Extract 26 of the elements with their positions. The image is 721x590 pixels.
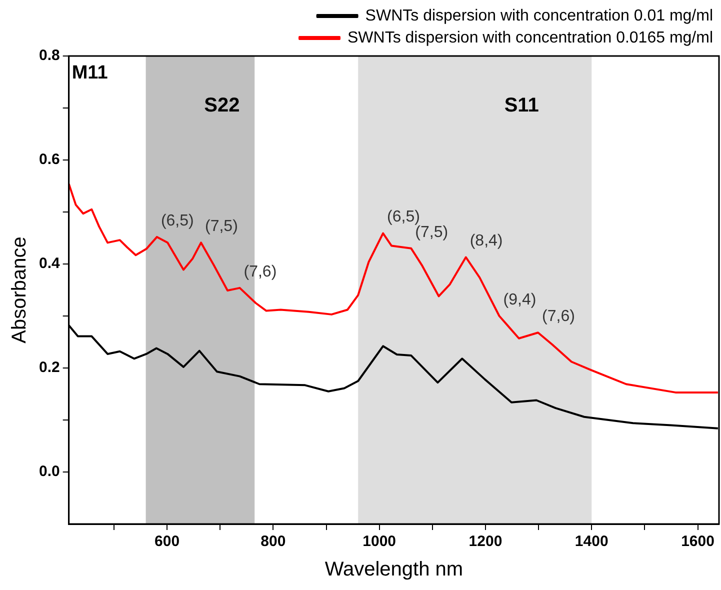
x-tick-label: 1600 <box>681 533 714 550</box>
annotation: (9,4) <box>503 291 536 308</box>
annotation: (7,5) <box>415 224 448 241</box>
y-tick-label: 0.4 <box>38 255 60 272</box>
annotation: (7,6) <box>244 263 277 280</box>
y-tick-label: 0.0 <box>38 463 60 480</box>
x-tick-label: 1200 <box>468 533 502 550</box>
x-tick-label: 800 <box>260 533 286 550</box>
annotation: (6,5) <box>387 208 420 226</box>
annotation: (8,4) <box>470 232 503 250</box>
band-label: S22 <box>204 94 240 117</box>
x-tick-label: 600 <box>154 533 180 550</box>
annotation: (6,5) <box>160 212 194 230</box>
annotation: (7,5) <box>205 218 238 236</box>
x-tick-label: 1400 <box>574 533 608 550</box>
y-tick-label: 0.6 <box>38 151 60 168</box>
x-axis-title: Wavelength nm <box>324 558 464 581</box>
legend-label: SWNTs dispersion with concentration 0.0165 mg/ml <box>348 29 714 46</box>
legend-label: SWNTs dispersion with concentration 0.01 mg/ml <box>365 7 714 24</box>
y-tick-label: 0.8 <box>38 47 60 64</box>
y-tick-label: 0.2 <box>38 359 60 376</box>
annotation: M11 <box>72 62 108 84</box>
x-tick-label: 1000 <box>362 533 396 550</box>
annotation: (7,6) <box>542 308 575 326</box>
y-axis-title: Absorbance <box>8 236 31 344</box>
band-label: S11 <box>504 94 539 117</box>
